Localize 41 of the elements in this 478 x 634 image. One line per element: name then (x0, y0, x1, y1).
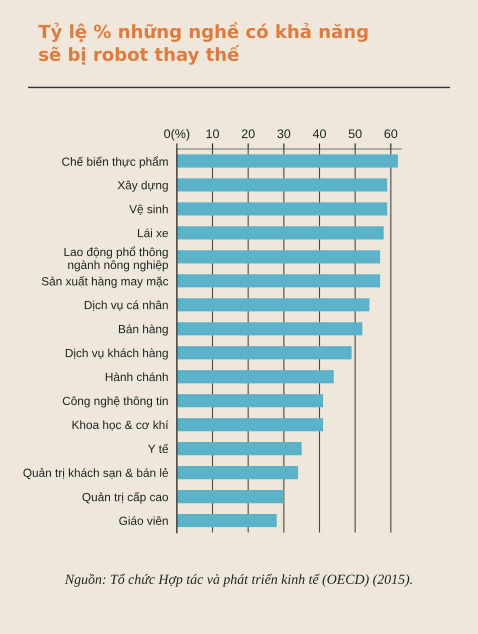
y-tick-label: Hành chánh (106, 372, 168, 382)
bar (176, 466, 298, 480)
y-tick-label: Vệ sinh (129, 204, 168, 215)
bar (176, 346, 352, 360)
y-tick-label: Dịch vụ khách hàng (66, 348, 168, 360)
bar (176, 418, 324, 432)
bar (176, 514, 277, 528)
x-tick-label: 20 (242, 129, 255, 138)
y-tick-label: Y tế (148, 444, 168, 454)
text: Nguồn: Tổ chức Hợp tác và phát triển kinh tế (OECD) (2015). (64, 574, 412, 587)
y-tick-label: Quản trị cấp cao (82, 492, 168, 504)
x-tick-label: 10 (206, 129, 219, 138)
y-tick-label: Lao động phổ thông ngành nông nghiệp (64, 246, 168, 272)
x-tick-label: 60 (384, 129, 398, 138)
x-tick-label: 30 (277, 129, 290, 138)
y-tick-label: Công nghệ thông tin (62, 396, 168, 408)
bar (176, 178, 388, 192)
bar (176, 370, 334, 384)
bar (176, 490, 284, 504)
y-tick-label: Sản xuất hàng may mặc (42, 276, 168, 288)
x-tick-label: 50 (348, 129, 362, 138)
bar (176, 226, 384, 240)
y-tick-label: Chế biến thực phẩm (62, 156, 168, 168)
x-tick-label: 40 (312, 129, 326, 138)
bar (176, 202, 388, 216)
bar (176, 250, 380, 264)
bar (176, 394, 324, 408)
bar (176, 322, 362, 336)
y-tick-label: Bán hàng (118, 324, 168, 336)
y-tick-label: Lái xe (138, 228, 168, 238)
bar (176, 442, 302, 456)
x-tick-label: 0(%) (164, 129, 190, 141)
bar (176, 298, 370, 312)
y-tick-label: Xây dựng (118, 180, 168, 192)
chart-title: Tỷ lệ % những nghề có khả năng sẽ bị robot thay thế (38, 22, 368, 65)
y-tick-label: Dịch vụ cá nhân (84, 300, 168, 311)
y-tick-label: Giáo viên (119, 516, 168, 525)
bar (176, 274, 380, 288)
y-tick-label: Khoa học & cơ khí (72, 420, 168, 431)
bar (176, 154, 398, 168)
y-tick-label: Quản trị khách sạn & bán lẻ (23, 468, 168, 480)
